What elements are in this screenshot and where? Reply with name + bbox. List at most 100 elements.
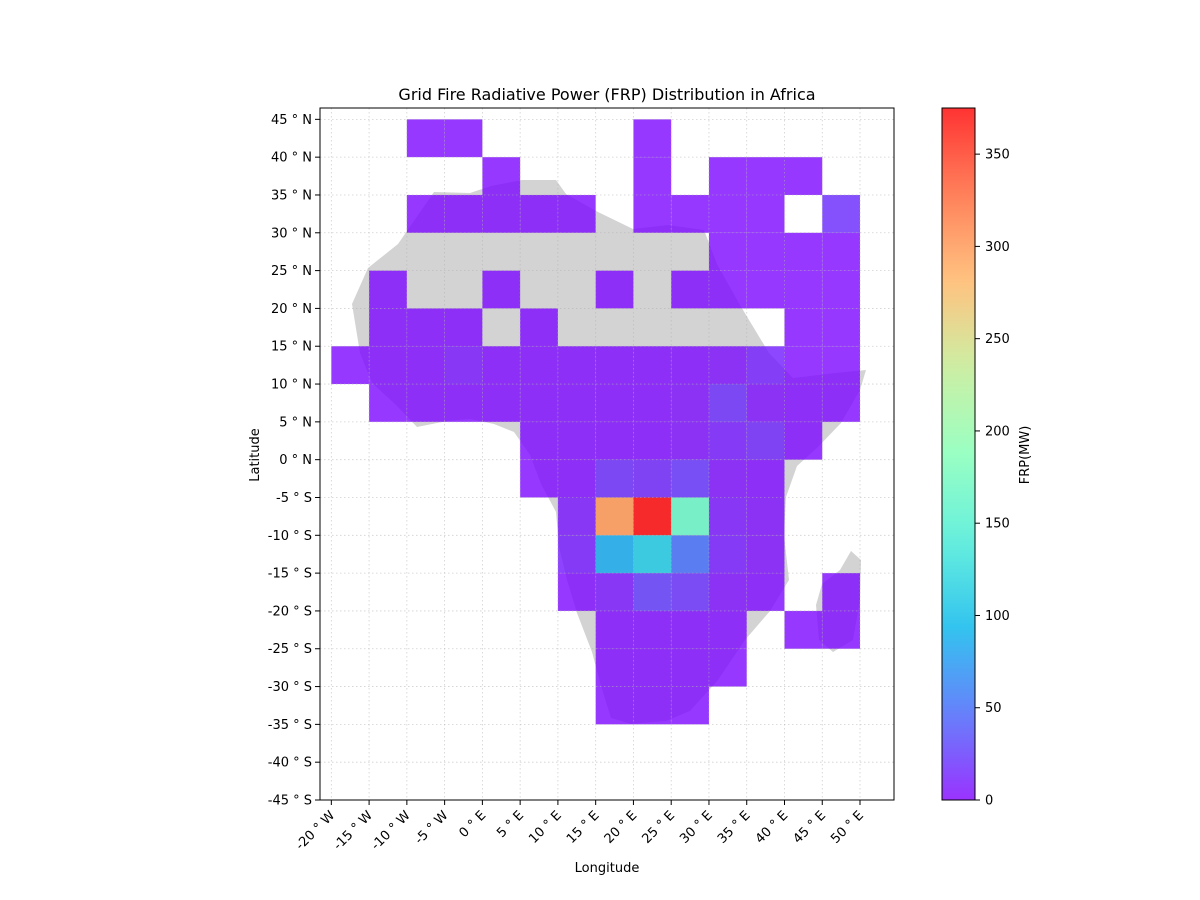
frp-cell [708, 194, 747, 233]
colorbar-label: FRP(MW) [1018, 426, 1033, 485]
frp-cell [746, 573, 785, 611]
frp-cell [671, 648, 709, 687]
frp-cell [633, 421, 672, 460]
frp-cell [520, 346, 558, 385]
y-tick-label: -35 ° S [268, 718, 312, 733]
frp-cell [595, 610, 634, 649]
x-tick-label: 35 ° E [715, 808, 754, 847]
y-tick-label: 45 ° N [271, 113, 312, 128]
frp-cell [633, 497, 672, 536]
frp-cell [708, 459, 747, 498]
frp-cell [633, 384, 672, 422]
frp-cell [595, 270, 634, 309]
frp-cell [633, 573, 672, 611]
frp-cell [746, 270, 785, 309]
frp-cell [822, 194, 861, 233]
y-tick-label: -15 ° S [268, 567, 312, 582]
frp-cell [708, 346, 747, 385]
frp-cell [557, 384, 596, 422]
frp-cell [557, 573, 596, 611]
frp-cell [746, 535, 785, 574]
colorbar-tick-label: 0 [985, 794, 993, 809]
y-tick-label: 35 ° N [271, 188, 312, 203]
frp-cell [746, 194, 785, 233]
colorbar [941, 107, 976, 801]
frp-cell [822, 232, 861, 271]
colorbar-tick-label: 150 [985, 517, 1010, 532]
colorbar-ticks: 0 50 100 150 200 250 300 350 [975, 148, 1010, 809]
x-tick-label: 40 ° E [753, 808, 792, 847]
frp-cell [444, 194, 483, 233]
axes-frame [319, 107, 895, 801]
frp-cell [595, 421, 634, 460]
frp-cell [822, 270, 861, 309]
frp-cell [369, 308, 407, 347]
frp-cell [369, 384, 407, 422]
frp-cell [746, 459, 785, 498]
frp-cell [746, 497, 785, 536]
frp-cell [633, 610, 672, 649]
y-tick-label: -30 ° S [268, 680, 312, 695]
frp-cell [671, 270, 709, 309]
x-tick-label: 25 ° E [639, 808, 678, 847]
frp-cell [671, 535, 709, 574]
frp-cell [444, 384, 483, 422]
frp-cell [671, 497, 709, 536]
colorbar-tick-label: 250 [985, 332, 1010, 347]
frp-cell [331, 346, 370, 385]
frp-cell [633, 648, 672, 687]
frp-cell [595, 497, 634, 536]
frp-cell [708, 497, 747, 536]
frp-cell [784, 270, 823, 309]
x-tick-label: 15 ° E [564, 808, 603, 847]
frp-cell [633, 157, 672, 195]
frp-cell [708, 270, 747, 309]
frp-cell [482, 157, 521, 195]
frp-cell [633, 194, 672, 233]
frp-cell [520, 421, 558, 460]
frp-cell [595, 686, 634, 725]
frp-cell [482, 384, 521, 422]
x-tick-label: -10 ° W [369, 808, 414, 853]
colorbar-tick-label: 200 [985, 424, 1010, 439]
y-tick-label: 20 ° N [271, 302, 312, 317]
frp-cell [822, 346, 861, 385]
frp-cell [557, 497, 596, 536]
frp-cell [746, 157, 785, 195]
frp-cell [708, 573, 747, 611]
x-tick-label: 0 ° E [457, 808, 490, 841]
frp-cell [708, 232, 747, 271]
frp-cell [406, 119, 445, 158]
frp-cell [633, 346, 672, 385]
y-tick-label: 0 ° N [279, 453, 312, 468]
frp-cell [520, 194, 558, 233]
frp-cell [784, 346, 823, 385]
y-tick-label: 40 ° N [271, 151, 312, 166]
y-tick-label: -10 ° S [268, 529, 312, 544]
frp-grid-cells [331, 119, 861, 725]
frp-cell [444, 308, 483, 347]
frp-cell [595, 346, 634, 385]
y-tick-label: -25 ° S [268, 642, 312, 657]
y-tick-label: -40 ° S [268, 756, 312, 771]
frp-cell [746, 421, 785, 460]
y-tick-label: 15 ° N [271, 340, 312, 355]
frp-cell [746, 346, 785, 385]
frp-cell [746, 384, 785, 422]
frp-cell [520, 384, 558, 422]
colorbar-tick-label: 300 [985, 240, 1010, 255]
frp-cell [822, 308, 861, 347]
frp-cell [557, 535, 596, 574]
colorbar-tick-label: 350 [985, 148, 1010, 163]
frp-cell [633, 686, 672, 725]
y-tick-label: 5 ° N [279, 415, 312, 430]
y-tick-label: 10 ° N [271, 378, 312, 393]
frp-cell [595, 459, 634, 498]
frp-cell [671, 459, 709, 498]
frp-cell [708, 535, 747, 574]
frp-cell [708, 157, 747, 195]
frp-cell [671, 384, 709, 422]
frp-cell [520, 459, 558, 498]
frp-cell [784, 157, 823, 195]
